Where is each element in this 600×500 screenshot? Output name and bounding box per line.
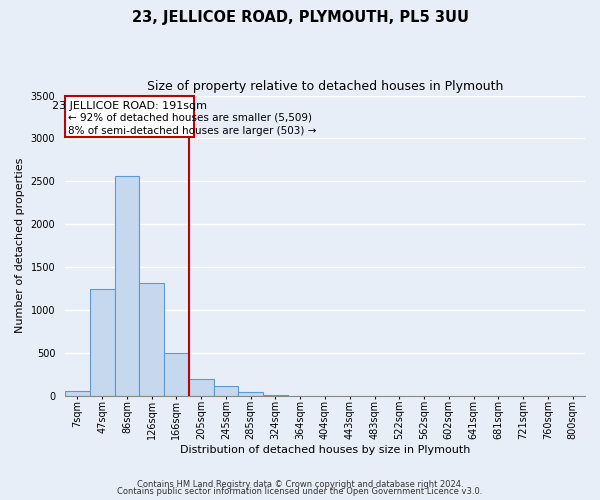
Bar xyxy=(115,176,139,396)
X-axis label: Distribution of detached houses by size in Plymouth: Distribution of detached houses by size … xyxy=(180,445,470,455)
Bar xyxy=(214,386,238,396)
Text: Contains public sector information licensed under the Open Government Licence v3: Contains public sector information licen… xyxy=(118,487,482,496)
Title: Size of property relative to detached houses in Plymouth: Size of property relative to detached ho… xyxy=(147,80,503,93)
Text: 8% of semi-detached houses are larger (503) →: 8% of semi-detached houses are larger (5… xyxy=(68,126,316,136)
FancyBboxPatch shape xyxy=(65,96,194,136)
Y-axis label: Number of detached properties: Number of detached properties xyxy=(15,158,25,334)
Bar xyxy=(164,353,189,396)
Bar xyxy=(65,392,90,396)
Text: ← 92% of detached houses are smaller (5,509): ← 92% of detached houses are smaller (5,… xyxy=(68,112,311,122)
Bar xyxy=(263,395,288,396)
Bar xyxy=(90,290,115,396)
Bar xyxy=(238,392,263,396)
Text: 23, JELLICOE ROAD, PLYMOUTH, PL5 3UU: 23, JELLICOE ROAD, PLYMOUTH, PL5 3UU xyxy=(131,10,469,25)
Bar xyxy=(139,282,164,396)
Text: Contains HM Land Registry data © Crown copyright and database right 2024.: Contains HM Land Registry data © Crown c… xyxy=(137,480,463,489)
Bar xyxy=(189,378,214,396)
Text: 23 JELLICOE ROAD: 191sqm: 23 JELLICOE ROAD: 191sqm xyxy=(52,101,207,111)
